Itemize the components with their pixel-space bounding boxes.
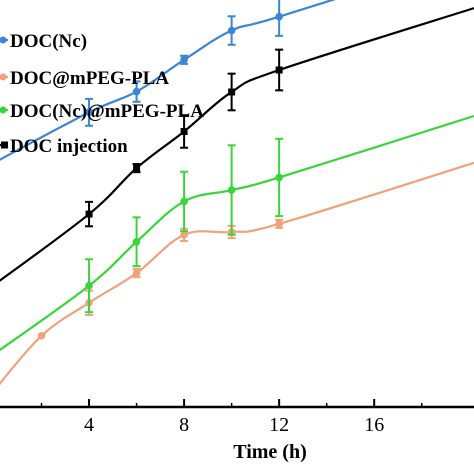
data-point-doc-injection — [133, 164, 141, 172]
x-tick-layer: 4 8 12 16 — [40, 399, 423, 436]
x-axis-title: Time (h) — [233, 441, 307, 463]
x-tick-label: 4 — [84, 414, 94, 436]
data-point-doc-nc — [227, 26, 236, 35]
series-doc-nc-mpeg-pla — [0, 114, 474, 352]
legend: DOC(Nc) DOC@mPEG-PLA DOC(Nc)@mPEG-PLA DOC i… — [0, 31, 204, 157]
legend-label-doc-nc: DOC(Nc) — [10, 31, 87, 52]
x-tick-label: 16 — [364, 414, 384, 436]
series-doc-injection — [0, 7, 474, 282]
data-point-doc-nc — [275, 12, 283, 21]
data-point-doc-mpeg-pla — [37, 331, 46, 340]
legend-marker-doc-nc-mpeg-pla — [0, 106, 7, 114]
data-point-doc-nc-mpeg-pla — [180, 197, 188, 206]
data-point-doc-injection — [85, 210, 93, 218]
legend-label-doc-nc-mpeg-pla: DOC(Nc)@mPEG-PLA — [10, 101, 204, 122]
legend-marker-doc-mpeg-pla — [0, 73, 7, 81]
x-tick-label: 12 — [269, 414, 289, 436]
data-point-doc-nc — [132, 87, 141, 96]
legend-label-doc-injection: DOC injection — [10, 136, 128, 157]
data-point-doc-nc — [180, 56, 188, 64]
data-point-doc-mpeg-pla — [275, 220, 283, 228]
legend-item-doc-injection: DOC injection — [0, 136, 128, 157]
legend-marker-doc-nc — [0, 36, 7, 44]
data-point-doc-injection — [228, 88, 236, 96]
data-point-doc-injection — [180, 127, 188, 135]
data-point-doc-nc-mpeg-pla — [275, 173, 283, 182]
data-point-doc-nc-mpeg-pla — [227, 186, 236, 194]
series-layer — [0, 0, 474, 386]
data-point-doc-nc-mpeg-pla — [132, 237, 141, 246]
data-point-doc-nc — [85, 108, 93, 117]
data-point-doc-mpeg-pla — [132, 269, 141, 277]
legend-marker-doc-injection — [1, 141, 8, 149]
series-doc-mpeg-pla — [0, 161, 474, 386]
legend-item-doc-nc: DOC(Nc) — [0, 31, 87, 52]
legend-item-doc-mpeg-pla: DOC@mPEG-PLA — [0, 68, 169, 89]
legend-label-doc-mpeg-pla: DOC@mPEG-PLA — [10, 68, 169, 89]
series-line-doc-mpeg-pla — [0, 161, 474, 386]
legend-item-doc-nc-mpeg-pla: DOC(Nc)@mPEG-PLA — [0, 101, 204, 122]
data-point-doc-mpeg-pla — [180, 231, 188, 239]
data-point-doc-injection — [275, 66, 283, 74]
x-tick-label: 8 — [179, 414, 189, 436]
series-doc-nc — [0, 0, 337, 161]
data-point-doc-nc-mpeg-pla — [85, 281, 93, 290]
